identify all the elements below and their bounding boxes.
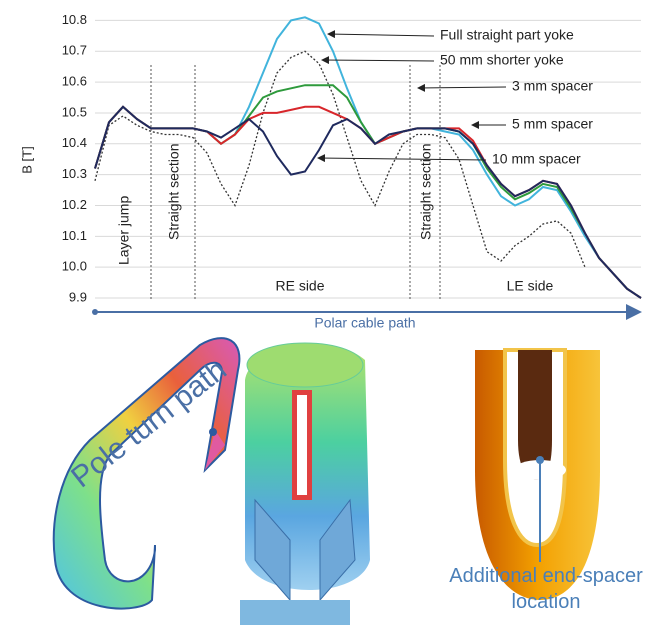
plot-area: 9.9 10.0 10.1 10.2 10.3 10.4 10.5 10.6 10.7 10.8 L… [62,12,641,305]
y-tick-label: 10.8 [62,12,87,27]
region-label: RE side [275,278,324,294]
y-tick-label: 10.4 [62,135,87,150]
spacer-label: Additional end-spacer location [446,563,646,615]
annotation-arrow [322,60,434,61]
x-axis-label: Polar cable path [314,315,415,331]
annotation-label: 5 mm spacer [512,116,593,132]
x-axis-origin [92,309,98,315]
y-tick-label: 10.2 [62,197,87,212]
y-tick-label: 10.6 [62,74,87,89]
magnet-illustration [240,343,370,625]
annotation-label: 50 mm shorter yoke [440,52,564,68]
annotation-arrow [418,87,506,88]
chart: B [T] 9.9 10.0 10.1 10.2 10.3 10.4 10.5 10.6 10.… [0,0,646,629]
annotation-label: Full straight part yoke [440,27,574,43]
annotation-arrow [318,158,486,160]
pole-turn-label: Pole turn path [65,353,233,494]
region-label: Layer jump [116,196,132,265]
page: B [T] 9.9 10.0 10.1 10.2 10.3 10.4 10.5 10.6 10.… [0,0,646,629]
y-tick-label: 10.5 [62,104,87,119]
y-tick-label: 10.7 [62,43,87,58]
region-label: Straight section [418,144,434,241]
annotation-label: 3 mm spacer [512,78,593,94]
y-tick-label: 10.0 [62,259,87,274]
y-tick-label: 9.9 [69,289,87,304]
annotation-arrow [328,34,434,36]
region-label: Straight section [166,144,182,241]
y-tick-label: 10.1 [62,228,87,243]
y-axis-label: B [T] [19,146,34,173]
y-tick-label: 10.3 [62,166,87,181]
region-label: LE side [507,278,554,294]
annotation-label: 10 mm spacer [492,151,581,167]
